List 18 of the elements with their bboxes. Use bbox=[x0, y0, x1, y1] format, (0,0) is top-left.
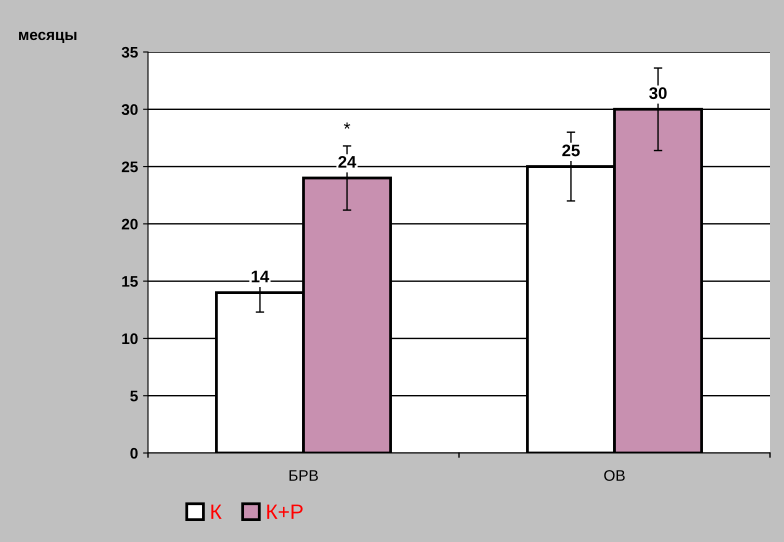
data-label: 25 bbox=[562, 144, 580, 156]
x-tick-label: БРВ bbox=[290, 470, 318, 481]
y-tick-label: 15 bbox=[122, 276, 138, 287]
y-axis-title: месяцы bbox=[19, 32, 76, 44]
y-tick-label: 10 bbox=[122, 333, 138, 344]
y-tick-label: 25 bbox=[122, 161, 138, 172]
data-label: 24 bbox=[338, 156, 356, 168]
x-tick-label: ОВ bbox=[604, 470, 625, 481]
y-tick-label: 5 bbox=[130, 390, 138, 402]
data-label: 14 bbox=[252, 270, 270, 282]
y-tick-label: 0 bbox=[130, 448, 138, 459]
y-tick-label: 30 bbox=[122, 104, 138, 115]
data-label: 30 bbox=[649, 87, 667, 100]
legend-label: К+Р bbox=[267, 504, 303, 519]
legend-label: К bbox=[211, 504, 222, 519]
y-tick-label: 35 bbox=[122, 46, 138, 58]
annotation: * bbox=[344, 122, 350, 129]
y-tick-label: 20 bbox=[122, 218, 138, 230]
